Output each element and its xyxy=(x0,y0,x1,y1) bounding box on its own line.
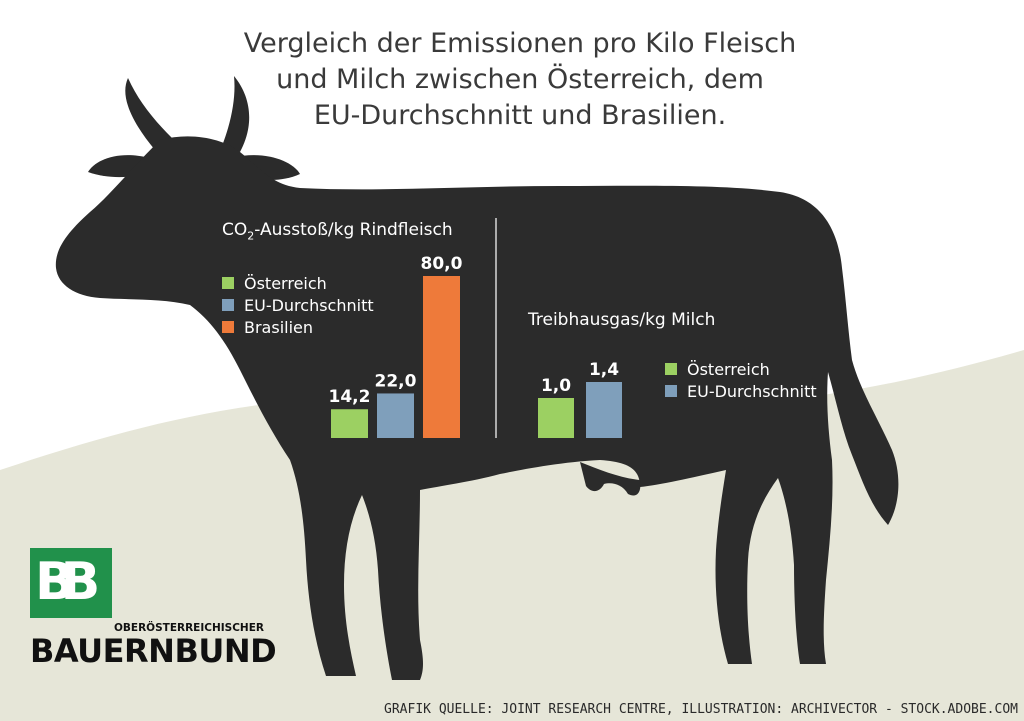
legend-label: EU-Durchschnitt xyxy=(244,295,374,315)
logo-name: BAUERNBUND xyxy=(30,632,277,670)
chart1-legend: Österreich EU-Durchschnitt Brasilien xyxy=(222,272,374,338)
title-line-2: und Milch zwischen Österreich, dem xyxy=(276,64,764,95)
chart2-title: Treibhausgas/kg Milch xyxy=(528,310,716,330)
legend-label: Brasilien xyxy=(244,317,314,337)
title-line-3: EU-Durchschnitt und Brasilien. xyxy=(313,100,727,131)
chart1-title-rest: -Ausstoß/kg Rindfleisch xyxy=(254,220,453,240)
chart1-bar-0 xyxy=(331,409,368,438)
chart2-bars: 1,0 1,4 xyxy=(538,360,622,438)
logo-glyph: BB xyxy=(35,552,100,612)
chart1-bars: 14,222,0 80,0 xyxy=(329,254,463,438)
chart1-value-label-2: 80,0 xyxy=(421,254,463,274)
cow-silhouette xyxy=(55,76,899,680)
chart2-bar-1 xyxy=(586,382,622,438)
chart2-value-label-0: 1,0 xyxy=(541,376,571,396)
legend-swatch xyxy=(222,299,234,311)
logo-subtitle: OBERÖSTERREICHISCHER xyxy=(114,622,264,634)
legend-swatch xyxy=(665,385,677,397)
page-title: Vergleich der Emissionen pro Kilo Fleisc… xyxy=(200,26,840,134)
chart1-title-main: CO xyxy=(222,220,248,240)
chart1-value-label-0: 14,2 xyxy=(329,387,371,407)
chart1-legend-item-oesterreich: Österreich xyxy=(222,272,374,294)
legend-label: EU-Durchschnitt xyxy=(687,381,817,401)
legend-swatch xyxy=(665,363,677,375)
chart2-legend: Österreich EU-Durchschnitt xyxy=(665,358,817,402)
chart1-legend-item-eu: EU-Durchschnitt xyxy=(222,294,374,316)
source-credit: GRAFIK QUELLE: JOINT RESEARCH CENTRE, IL… xyxy=(384,702,1018,717)
legend-swatch xyxy=(222,277,234,289)
chart2-bar-0 xyxy=(538,398,574,438)
chart1-bar-1 xyxy=(377,393,414,438)
legend-label: Österreich xyxy=(687,359,770,379)
chart1-title: CO2-Ausstoß/kg Rindfleisch xyxy=(222,220,453,242)
chart2-legend-item-eu: EU-Durchschnitt xyxy=(665,380,817,402)
legend-swatch xyxy=(222,321,234,333)
legend-label: Österreich xyxy=(244,273,327,293)
title-line-1: Vergleich der Emissionen pro Kilo Fleisc… xyxy=(243,28,797,59)
chart2-legend-item-oesterreich: Österreich xyxy=(665,358,817,380)
chart1-title-sub: 2 xyxy=(247,229,255,243)
chart1-legend-item-brasilien: Brasilien xyxy=(222,316,374,338)
chart2-value-label-1: 1,4 xyxy=(589,360,619,380)
chart1-value-label-1: 22,0 xyxy=(375,371,417,391)
logo-mark: BB xyxy=(30,548,112,618)
chart1-bar-2 xyxy=(423,276,460,438)
